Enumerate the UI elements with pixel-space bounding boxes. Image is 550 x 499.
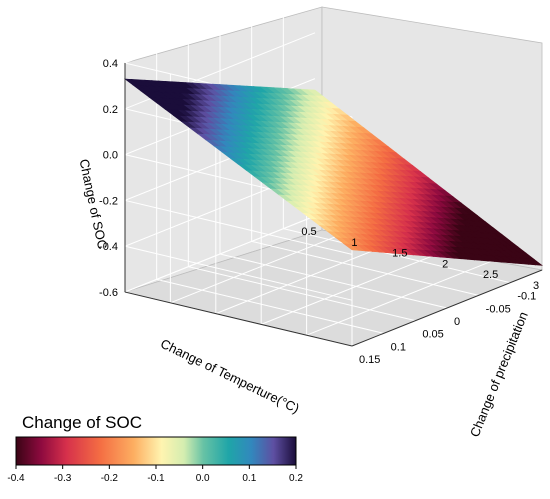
soc-tick-label: -0.4 [99, 241, 118, 253]
temperature-tick-label: 1.5 [392, 248, 407, 260]
temperature-axis-title: Change of Temperture(°C) [158, 336, 302, 416]
grid-line [219, 253, 448, 309]
temperature-tick-label: 1 [351, 237, 357, 249]
colorbar-tick-labels: -0.4 -0.3 -0.2 -0.1 0.0 0.1 0.2 [7, 465, 303, 484]
precipitation-tick-label: -0.05 [486, 303, 511, 315]
soc-tick-label: 0.0 [103, 150, 118, 162]
temperature-tick-labels: 0.5 1 1.5 2 2.5 3 [301, 226, 539, 292]
precipitation-axis-title: Change of precipitation [467, 310, 531, 440]
surface-patch [526, 258, 543, 266]
colorbar-tick-label: 0.1 [242, 473, 256, 484]
precipitation-tick-label: -0.1 [517, 291, 536, 303]
grid-line [156, 278, 384, 334]
precipitation-tick-label: 0 [454, 316, 460, 328]
precipitation-tick-labels: 0.15 0.1 0.05 0 -0.05 -0.1 [359, 291, 536, 366]
colorbar-tick-label: 0.2 [289, 473, 303, 484]
colorbar-tick-label: -0.2 [101, 473, 119, 484]
temperature-tick-label: 2.5 [483, 269, 498, 281]
grid-line [188, 266, 416, 322]
colorbar-tick-label: 0.0 [196, 473, 210, 484]
temperature-tick-label: 3 [533, 280, 539, 292]
grid-line [283, 228, 511, 284]
colorbar: Change of SOC -0.4 -0.3 -0.2 -0.1 0.0 0.1 0.2 [7, 413, 303, 484]
grid-line [251, 240, 479, 296]
colorbar-tick-label: -0.3 [54, 473, 72, 484]
precipitation-tick-label: 0.1 [391, 341, 406, 353]
precipitation-tick-label: 0.05 [422, 329, 443, 341]
soc-tick-labels: 0.4 0.2 0.0 -0.2 -0.4 -0.6 [99, 58, 118, 299]
soc-surface [124, 78, 543, 266]
grid-line [124, 245, 353, 301]
colorbar-tick-label: -0.1 [147, 473, 165, 484]
soc-tick-label: 0.2 [103, 104, 118, 116]
precipitation-axis-line [351, 269, 543, 347]
soc-tick-label: -0.6 [99, 287, 118, 299]
precipitation-tick-label: 0.15 [359, 354, 380, 366]
temperature-tick-label: 2 [442, 258, 448, 270]
colorbar-tick-label: -0.4 [7, 473, 25, 484]
soc-tick-label: -0.2 [99, 195, 118, 207]
temperature-tick-label: 0.5 [301, 226, 316, 238]
colorbar-title: Change of SOC [22, 413, 142, 432]
colorbar-gradient [15, 436, 297, 466]
soc-tick-label: 0.4 [103, 58, 118, 70]
front-edges [124, 63, 543, 347]
temperature-axis-line [124, 291, 353, 347]
